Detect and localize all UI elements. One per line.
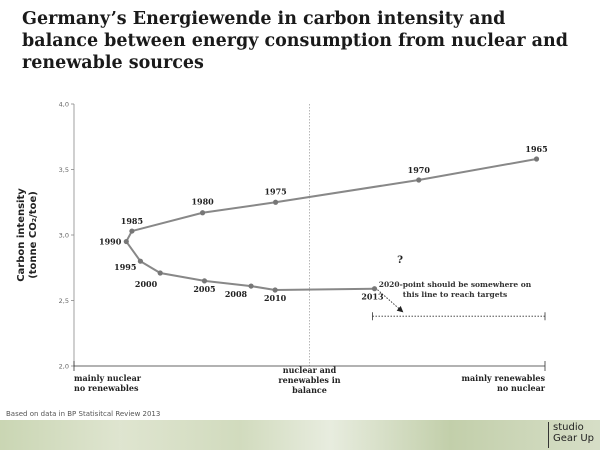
- point-label-1970: 1970: [408, 165, 431, 175]
- y-tick-label: 2,5: [59, 297, 69, 305]
- chart-title: Germany’s Energiewende in carbon intensi…: [22, 9, 568, 73]
- target-arrow: [377, 289, 404, 313]
- point-label-2008: 2008: [225, 289, 248, 299]
- left-extreme-label-line-2: no renewables: [74, 383, 139, 393]
- y-axis: 2,0 2,5 3,0 3,5 4,0 Carbon intensity(tonne CO…: [16, 101, 75, 371]
- y-tick-label: 3,0: [59, 232, 69, 240]
- data-point-1975: [272, 199, 279, 205]
- data-point-1995: [137, 258, 144, 264]
- y-axis-title-line-2: (tonne CO₂/toe): [28, 191, 39, 279]
- point-label-1985: 1985: [121, 216, 143, 226]
- right-extreme-label-line-2: no nuclear: [497, 383, 546, 393]
- balance-label-line-2: renewables in: [278, 375, 340, 385]
- target-note-line-2: this line to reach targets: [403, 290, 507, 299]
- data-point-2000: [157, 270, 163, 276]
- y-tick-label: 4,0: [59, 101, 69, 109]
- data-point-1980: [199, 210, 206, 216]
- point-label-2013: 2013: [361, 292, 384, 302]
- y-tick-label: 3,5: [59, 166, 69, 174]
- data-point-2008: [248, 283, 254, 289]
- point-label-1990: 1990: [99, 237, 122, 247]
- logo-line-2: Gear Up: [553, 433, 594, 444]
- point-label-1995: 1995: [114, 262, 136, 272]
- data-point-1965: [533, 156, 540, 162]
- studio-logo: studio Gear Up: [548, 422, 594, 448]
- balance-label-line-3: balance: [292, 385, 327, 395]
- right-extreme-label-line-1: mainly renewables: [462, 373, 546, 383]
- y-axis-title-line-1: Carbon intensity: [16, 188, 27, 282]
- left-extreme-label-line-1: mainly nuclear: [74, 373, 142, 383]
- source-note: Based on data in BP Statisitcal Review 2…: [6, 410, 161, 418]
- data-point-1970: [416, 177, 422, 183]
- question-mark: ?: [397, 255, 403, 266]
- logo-line-1: studio: [553, 422, 584, 433]
- data-point-2013: [371, 286, 378, 292]
- footer-foliage-banner: [0, 420, 600, 450]
- carbon-intensity-series: 1965 1970 1975 1980 1985 1990 1995 2000 2005 2008…: [99, 144, 548, 303]
- data-point-1990: [123, 238, 129, 245]
- point-label-1975: 1975: [264, 186, 286, 196]
- point-label-1965: 1965: [525, 144, 547, 154]
- y-tick-label: 2,0: [59, 363, 69, 371]
- data-point-2010: [272, 287, 278, 293]
- point-label-1980: 1980: [191, 197, 214, 207]
- series-line: [125, 158, 537, 292]
- y-axis-title: Carbon intensity(tonne CO₂/toe): [16, 188, 39, 282]
- target-note-line-1: 2020-point should be somewhere on: [379, 280, 532, 289]
- balance-label-line-1: nuclear and: [283, 365, 337, 375]
- point-label-2000: 2000: [135, 279, 158, 289]
- data-point-1985: [129, 228, 135, 234]
- point-label-2005: 2005: [193, 284, 215, 294]
- data-point-2005: [201, 278, 208, 284]
- point-label-2010: 2010: [264, 293, 287, 303]
